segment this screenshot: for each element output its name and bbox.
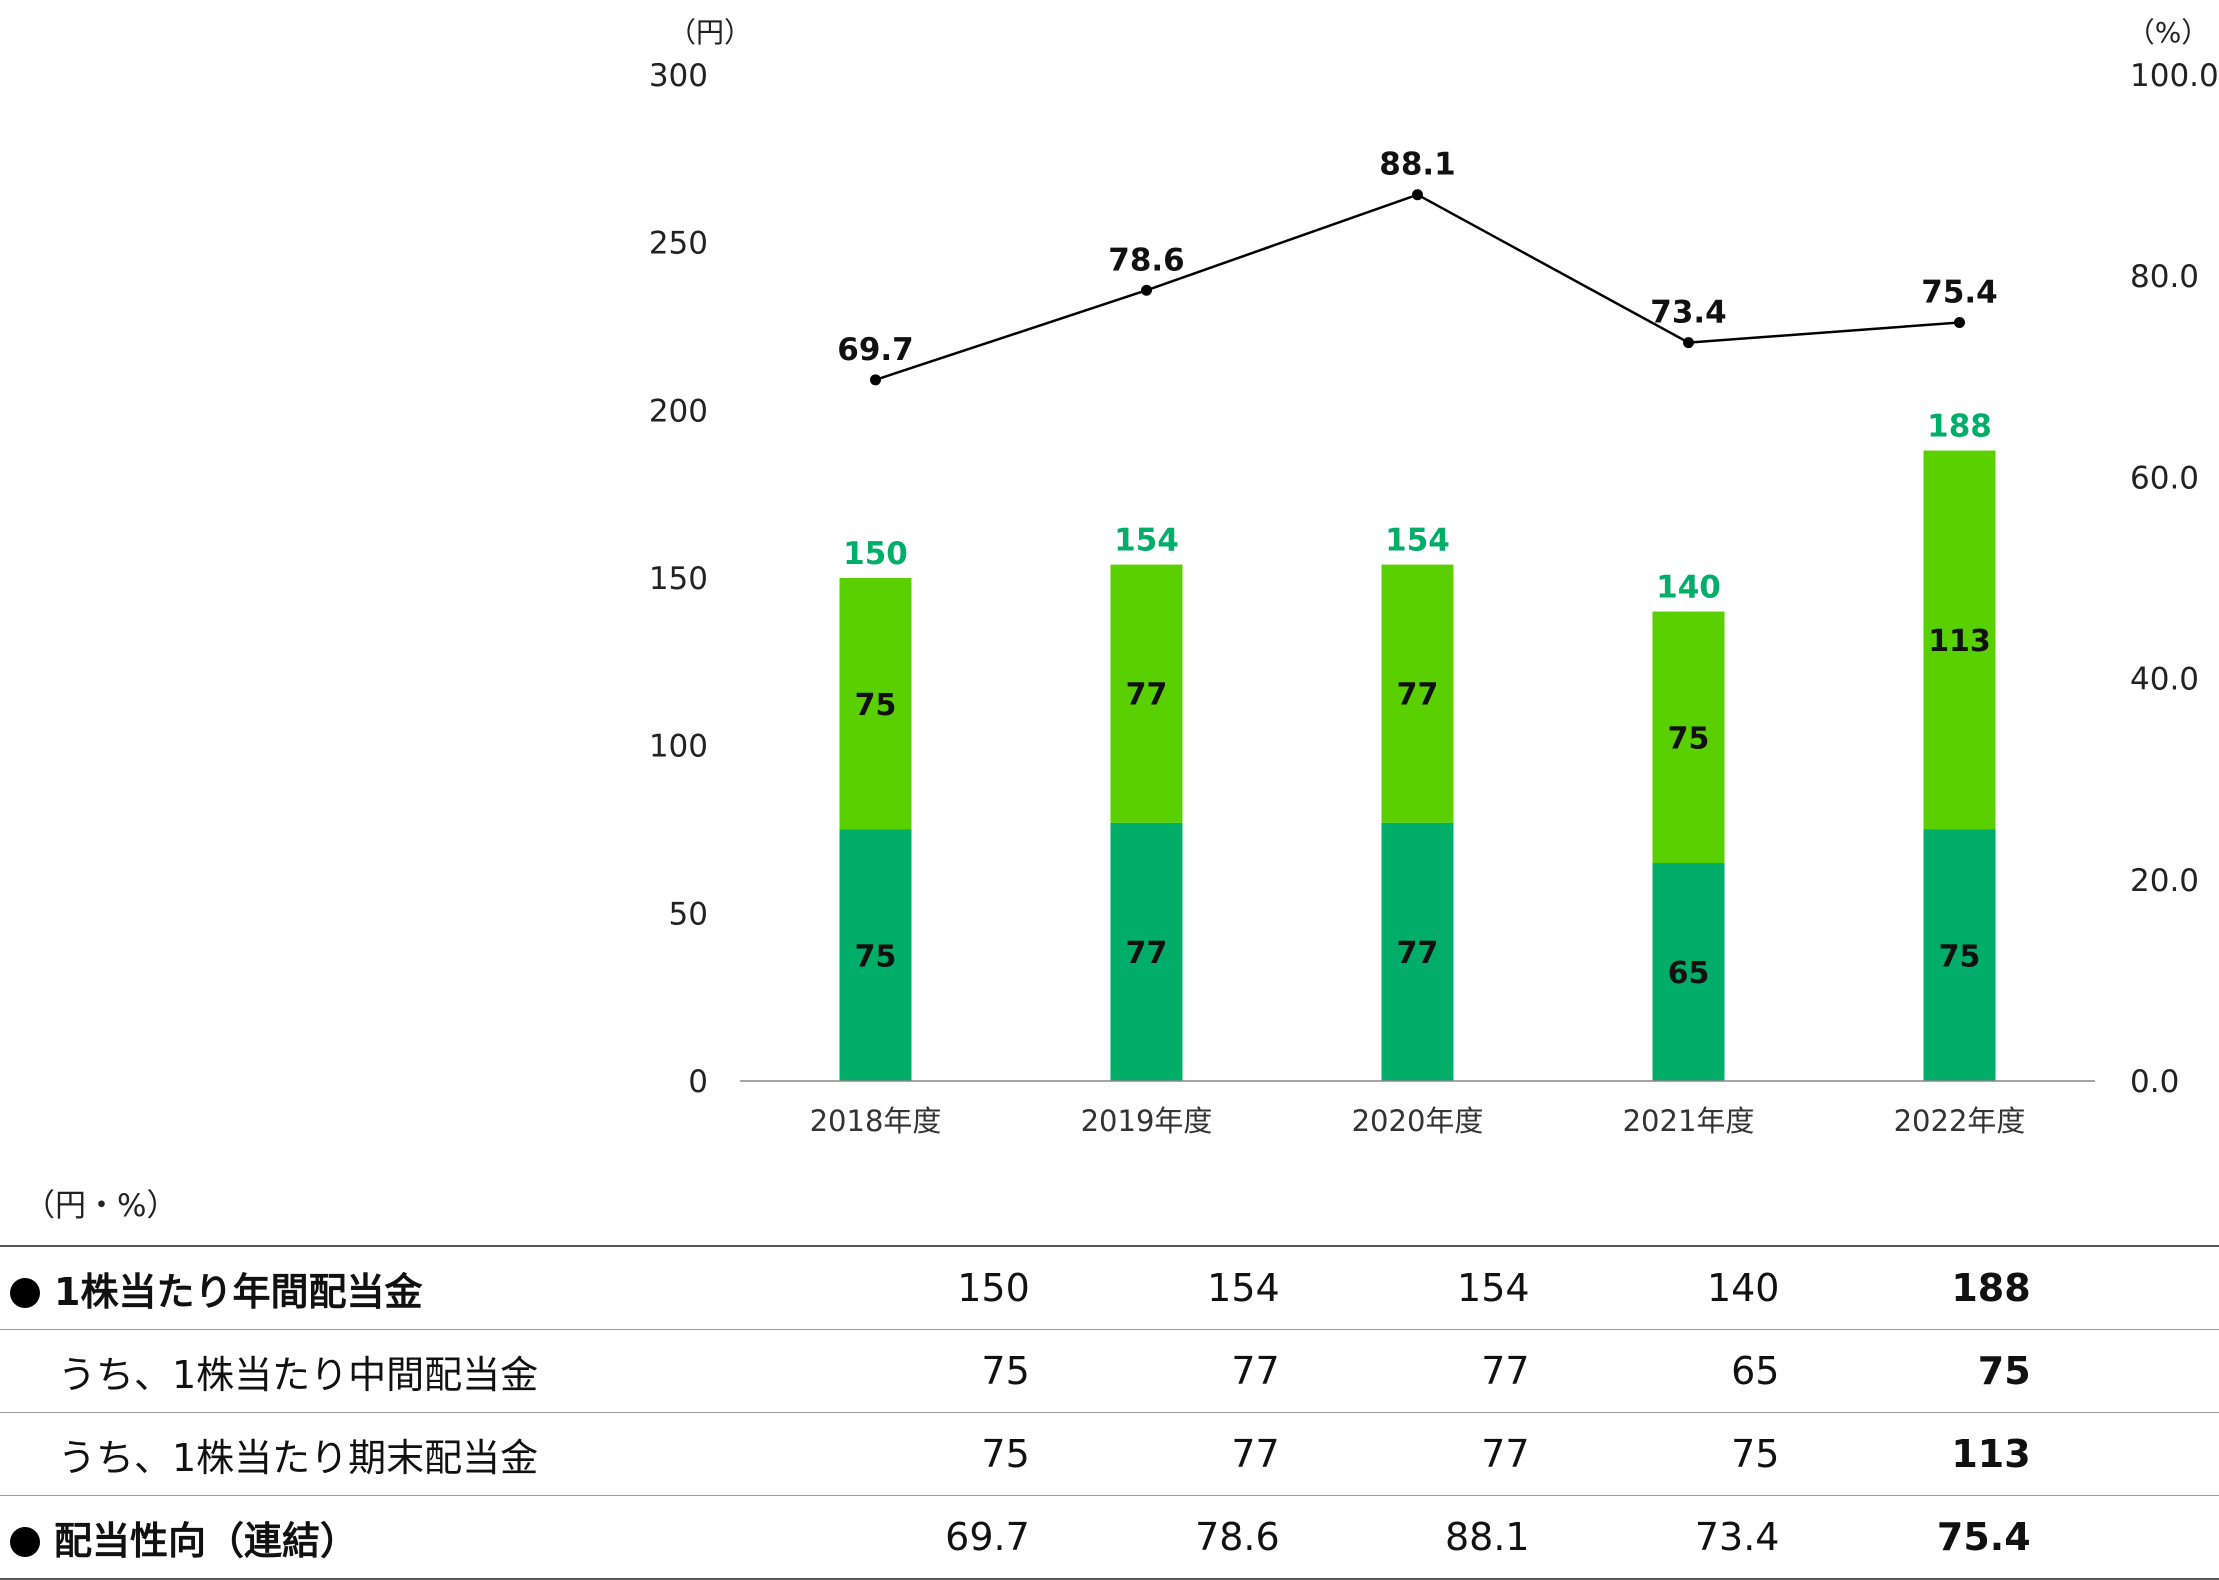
bar-value-label: 77 bbox=[1126, 936, 1168, 971]
table-cell: 75.4 bbox=[1779, 1495, 2031, 1580]
table-cell-spacer bbox=[2030, 1245, 2219, 1330]
bar-segment bbox=[1381, 564, 1454, 823]
row-label-text: 配当性向（連結） bbox=[54, 1518, 359, 1563]
table-cell: 77 bbox=[1029, 1412, 1280, 1496]
bar-value-label: 77 bbox=[1126, 678, 1168, 713]
table-cell: 69.7 bbox=[779, 1495, 1030, 1580]
bar-value-label: 75 bbox=[855, 939, 897, 974]
bar-value-label: 77 bbox=[1397, 936, 1439, 971]
bar-total-label: 140 bbox=[1656, 570, 1721, 606]
bar-segment bbox=[839, 829, 912, 1081]
bullet-icon bbox=[10, 1277, 40, 1308]
dividend-chart: 0 50 100 150 200 250 300 （円） 0.0 20.0 40.0 60.0 80.0… bbox=[649, 16, 2219, 1138]
x-tick-label: 2020年度 bbox=[1352, 1104, 1484, 1138]
table-cell-spacer bbox=[2030, 1329, 2219, 1413]
y-right-tick-label: 40.0 bbox=[2130, 662, 2199, 698]
bar-segment bbox=[1381, 822, 1454, 1081]
bar-segment bbox=[1923, 450, 1996, 830]
y-left-unit-label: （円） bbox=[668, 16, 752, 49]
table-cell: 75 bbox=[779, 1412, 1030, 1496]
bar-value-label: 77 bbox=[1397, 678, 1439, 713]
payout-ratio-point bbox=[870, 374, 881, 386]
payout-ratio-label: 88.1 bbox=[1379, 147, 1456, 183]
table-cell: 73.4 bbox=[1529, 1495, 1780, 1580]
table-cell: 154 bbox=[1029, 1245, 1280, 1330]
payout-ratio-point bbox=[1954, 316, 1965, 328]
table-cell-spacer bbox=[2030, 1412, 2219, 1496]
y-left-tick-label: 200 bbox=[649, 393, 708, 429]
x-tick-label: 2019年度 bbox=[1081, 1104, 1213, 1138]
bar-total-label: 150 bbox=[843, 536, 908, 572]
row-label: 1株当たり年間配当金 bbox=[0, 1245, 780, 1330]
y-left-tick-label: 50 bbox=[669, 896, 708, 932]
y-right-tick-label: 60.0 bbox=[2130, 460, 2199, 496]
table-cell: 78.6 bbox=[1029, 1495, 1280, 1580]
y-left-tick-label: 0 bbox=[688, 1064, 708, 1100]
y-left-tick-label: 300 bbox=[649, 58, 708, 94]
bar-segment bbox=[1652, 863, 1725, 1081]
payout-ratio-label: 75.4 bbox=[1921, 274, 1998, 310]
x-tick-label: 2018年度 bbox=[810, 1104, 942, 1138]
row-label: 配当性向（連結） bbox=[0, 1495, 780, 1580]
row-label: うち、1株当たり期末配当金 bbox=[0, 1412, 780, 1496]
bar-value-label: 75 bbox=[855, 688, 897, 723]
bar-value-label: 75 bbox=[1668, 721, 1710, 756]
table-cell: 88.1 bbox=[1279, 1495, 1530, 1580]
table-cell: 77 bbox=[1279, 1329, 1530, 1413]
table-cell: 75 bbox=[779, 1329, 1030, 1413]
y-left-tick-label: 150 bbox=[649, 561, 708, 597]
y-right-tick-label: 80.0 bbox=[2130, 259, 2199, 295]
bar-total-label: 188 bbox=[1927, 409, 1992, 445]
table-row: 1株当たり年間配当金 150 154 154 140 188 bbox=[0, 1245, 2219, 1330]
table-cell: 77 bbox=[1029, 1329, 1280, 1413]
row-label-text: 1株当たり年間配当金 bbox=[54, 1269, 423, 1314]
table-cell-spacer bbox=[2030, 1495, 2219, 1580]
bar-total-label: 154 bbox=[1385, 523, 1450, 559]
y-right-unit-label: （%） bbox=[2127, 16, 2210, 49]
table-cell: 75 bbox=[1779, 1329, 2031, 1413]
payout-ratio-point bbox=[1141, 284, 1152, 296]
y-right-tick-label: 0.0 bbox=[2130, 1064, 2179, 1100]
table-cell: 113 bbox=[1779, 1412, 2031, 1496]
table-cell: 75 bbox=[1529, 1412, 1780, 1496]
table-cell: 77 bbox=[1279, 1412, 1530, 1496]
payout-ratio-label: 78.6 bbox=[1108, 242, 1185, 278]
bar-value-label: 65 bbox=[1668, 956, 1710, 991]
table-cell: 140 bbox=[1529, 1245, 1780, 1330]
y-right-tick-label: 20.0 bbox=[2130, 863, 2199, 899]
table-cell: 154 bbox=[1279, 1245, 1530, 1330]
table-cell: 188 bbox=[1779, 1245, 2031, 1330]
table-cell: 150 bbox=[779, 1245, 1030, 1330]
bar-value-label: 75 bbox=[1939, 939, 1981, 974]
payout-ratio-label: 73.4 bbox=[1650, 295, 1727, 331]
payout-ratio-point bbox=[1683, 337, 1694, 349]
y-left-tick-label: 250 bbox=[649, 226, 708, 262]
table-cell: 65 bbox=[1529, 1329, 1780, 1413]
dividend-table: 1株当たり年間配当金 150 154 154 140 188 うち、1株当たり中… bbox=[0, 1245, 2219, 1580]
payout-ratio-line bbox=[875, 193, 1960, 382]
table-row: 配当性向（連結） 69.7 78.6 88.1 73.4 75.4 bbox=[0, 1495, 2219, 1580]
bar-total-label: 154 bbox=[1114, 523, 1179, 559]
y-right-tick-label: 100.0 bbox=[2130, 58, 2219, 94]
bullet-icon bbox=[10, 1526, 40, 1557]
bar-segment bbox=[1110, 564, 1183, 823]
bar-segment bbox=[1110, 822, 1183, 1081]
payout-ratio-point bbox=[1412, 189, 1423, 201]
bar-segment bbox=[839, 578, 912, 830]
bar-value-label: 113 bbox=[1928, 624, 1991, 659]
x-tick-label: 2022年度 bbox=[1894, 1104, 2026, 1138]
row-label: うち、1株当たり中間配当金 bbox=[0, 1329, 780, 1413]
bar-segment bbox=[1923, 829, 1996, 1081]
x-tick-label: 2021年度 bbox=[1623, 1104, 1755, 1138]
bar-segment bbox=[1652, 611, 1725, 864]
payout-ratio-label: 69.7 bbox=[837, 332, 914, 368]
table-row: うち、1株当たり期末配当金 75 77 77 75 113 bbox=[0, 1412, 2219, 1496]
table-unit-note: （円・%） bbox=[24, 1188, 178, 1224]
table-row: うち、1株当たり中間配当金 75 77 77 65 75 bbox=[0, 1329, 2219, 1413]
y-left-tick-label: 100 bbox=[649, 729, 708, 765]
